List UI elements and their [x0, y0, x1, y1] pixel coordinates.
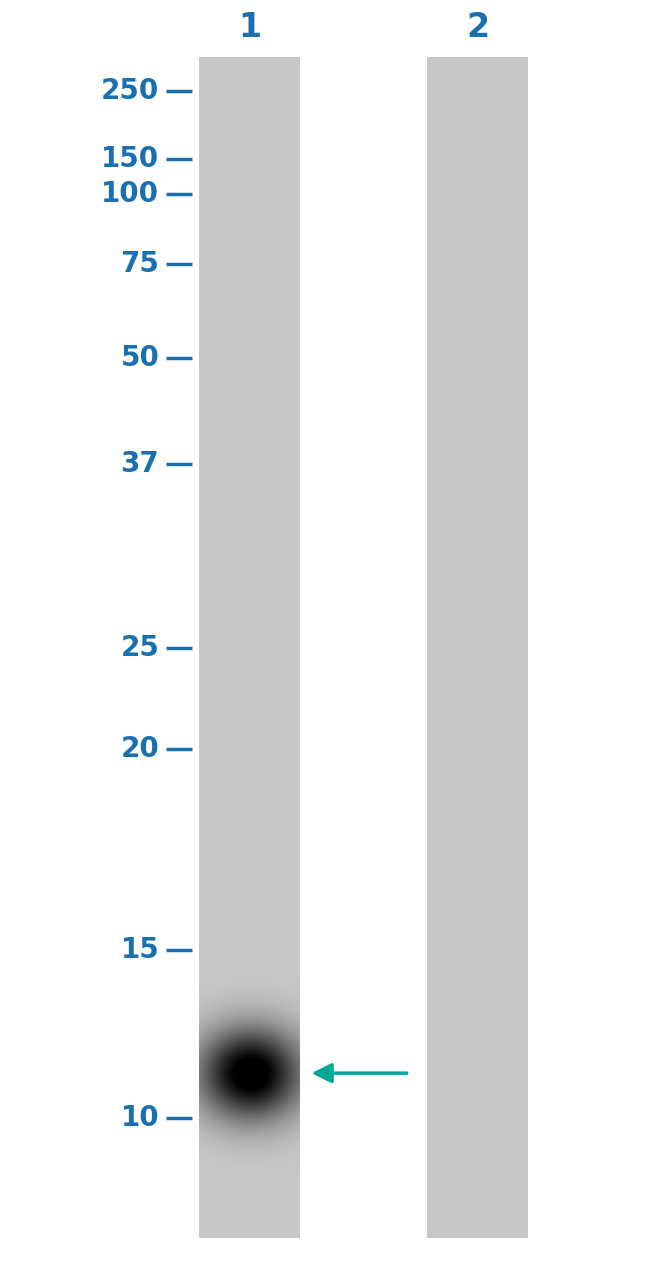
Text: 150: 150 [101, 145, 159, 173]
Text: 25: 25 [120, 634, 159, 662]
Text: 250: 250 [101, 77, 159, 105]
Text: 100: 100 [101, 180, 159, 208]
Text: 1: 1 [239, 11, 262, 44]
Bar [428, 57, 528, 1238]
Text: 37: 37 [120, 450, 159, 478]
Text: 50: 50 [120, 344, 159, 372]
Bar [200, 57, 300, 1238]
Text: 10: 10 [121, 1104, 159, 1132]
Text: 20: 20 [120, 735, 159, 763]
Text: 2: 2 [466, 11, 489, 44]
Text: 15: 15 [120, 936, 159, 964]
Text: 75: 75 [120, 250, 159, 278]
